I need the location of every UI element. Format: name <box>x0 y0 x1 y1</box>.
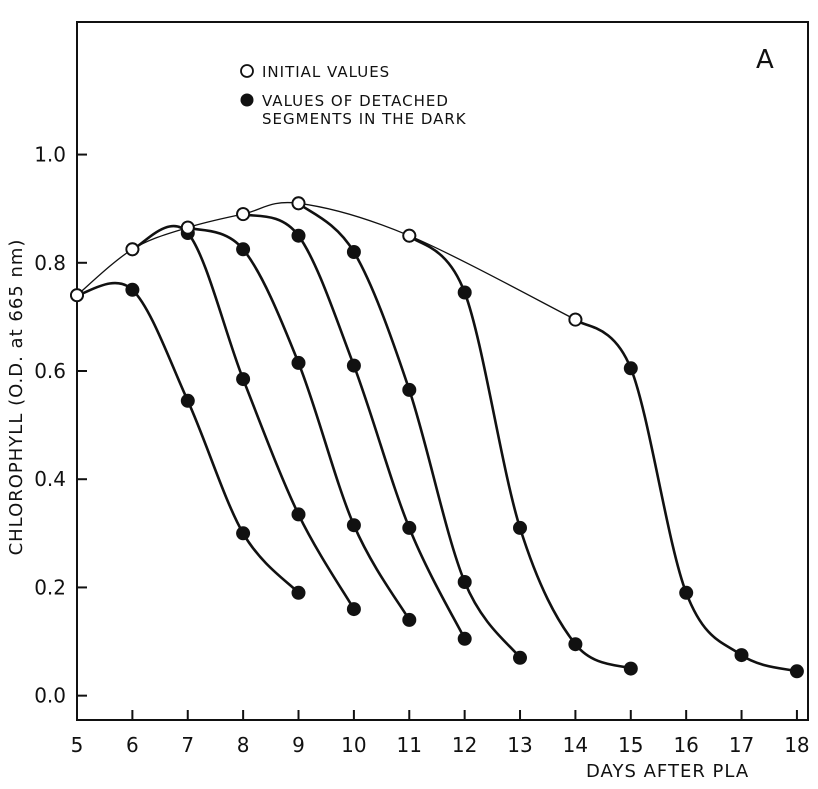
detached-value-point <box>180 393 195 408</box>
x-tick-label: 18 <box>784 733 809 757</box>
detached-value-point <box>236 526 251 541</box>
detached-value-point <box>236 372 251 387</box>
x-tick-label: 8 <box>237 733 250 757</box>
initial-value-point <box>236 207 251 222</box>
detached-value-point <box>513 520 527 535</box>
detached-value-point <box>457 575 472 589</box>
detached-value-point <box>623 661 638 676</box>
initial-value-point <box>402 228 417 243</box>
detached-value-point <box>402 520 417 535</box>
initial-value-point <box>125 242 140 257</box>
x-tick-label: 14 <box>563 733 588 757</box>
y-axis-ticks: 0.0 0.2 0.4 0.6 0.8 1.0 <box>34 143 87 708</box>
detached-series-3-line <box>186 226 411 622</box>
x-tick-label: 10 <box>341 733 366 757</box>
panel-label: A <box>756 45 774 75</box>
detached-value-point <box>679 585 694 600</box>
y-tick-label: 0.4 <box>34 467 66 491</box>
initial-value-point <box>180 220 195 235</box>
x-axis-title: DAYS AFTER PLA <box>586 761 749 782</box>
legend-detached-label-line1: VALUES OF DETACHED <box>262 92 449 110</box>
legend: INITIAL VALUES VALUES OF DETACHED SEGMEN… <box>240 63 467 128</box>
legend-detached-label-line2: SEGMENTS IN THE DARK <box>262 110 467 128</box>
detached-series-7-line <box>574 318 799 673</box>
x-tick-label: 16 <box>673 733 698 757</box>
detached-value-point <box>734 648 749 663</box>
detached-value-point <box>346 358 361 373</box>
detached-value-point <box>457 631 472 646</box>
detached-value-point <box>402 382 417 397</box>
y-tick-label: 1.0 <box>34 143 66 167</box>
x-tick-label: 17 <box>729 733 754 757</box>
detached-value-point <box>291 507 306 522</box>
initial-value-point <box>70 288 84 303</box>
detached-value-point <box>346 245 361 259</box>
initial-value-point <box>568 312 583 327</box>
detached-value-point <box>291 585 306 600</box>
detached-value-point <box>623 361 638 376</box>
series-markers <box>70 196 804 679</box>
detached-value-point <box>125 282 140 297</box>
x-tick-label: 6 <box>126 733 139 757</box>
series-curves <box>75 201 799 673</box>
x-tick-label: 5 <box>71 733 84 757</box>
detached-value-point <box>346 602 361 617</box>
detached-value-point <box>789 664 804 679</box>
detached-series-4-line <box>241 212 466 641</box>
x-tick-label: 15 <box>618 733 643 757</box>
x-tick-label: 12 <box>452 733 477 757</box>
x-axis-ticks: 5 6 7 8 9 10 11 12 13 14 15 16 17 18 <box>71 710 810 757</box>
detached-value-point <box>513 650 527 665</box>
detached-series-6-line <box>408 234 633 670</box>
x-tick-label: 13 <box>507 733 532 757</box>
detached-value-point <box>457 285 472 300</box>
detached-value-point <box>346 518 361 533</box>
initial-value-point <box>291 196 306 211</box>
detached-value-point <box>568 637 583 652</box>
legend-open-circle-icon <box>240 64 254 78</box>
legend-filled-circle-icon <box>240 93 254 107</box>
detached-series-5-line <box>297 202 522 660</box>
x-tick-label: 9 <box>292 733 305 757</box>
detached-series-2-line <box>131 224 356 611</box>
y-tick-label: 0.0 <box>34 684 66 708</box>
legend-initial-label: INITIAL VALUES <box>262 63 390 81</box>
y-axis-title: CHLOROPHYLL (O.D. at 665 nm) <box>6 239 27 556</box>
y-tick-label: 0.6 <box>34 359 66 383</box>
y-tick-label: 0.8 <box>34 251 66 275</box>
detached-value-point <box>291 355 306 370</box>
y-tick-label: 0.2 <box>34 575 66 599</box>
detached-value-point <box>291 228 306 243</box>
x-tick-label: 7 <box>181 733 194 757</box>
detached-value-point <box>236 242 251 257</box>
detached-value-point <box>402 612 417 627</box>
x-tick-label: 11 <box>397 733 422 757</box>
